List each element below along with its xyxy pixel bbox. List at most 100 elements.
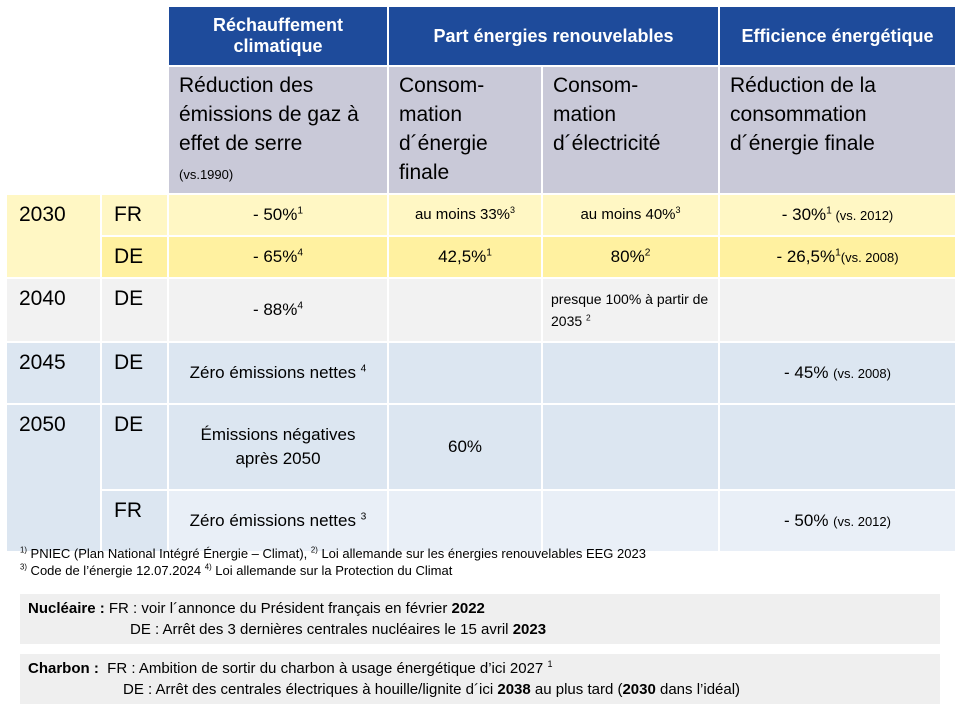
text-run: 4) [204,562,212,572]
text-run: 1 [835,246,841,258]
footnote-line: 1) PNIEC (Plan National Intégré Énergie … [20,545,646,562]
text-run: au plus tard ( [530,681,623,698]
group-header: Part énergies renouvelables [386,5,721,67]
target-cell [387,341,543,405]
policy-box: Nucléaire : FR : voir l´annonce du Prési… [20,594,940,644]
text-run: (vs. 2012) [831,207,894,223]
text-run: Loi allemande sur les énergies renouvela… [317,546,646,561]
text-run: FR : voir l´annonce du Président françai… [104,600,452,617]
target-cell: 42,5%1 [387,235,543,279]
text-run: - 30% [781,204,827,224]
year: 2045 [5,341,102,405]
target-cell [718,277,958,343]
text-run: presque 100% à partir de 2035 [551,291,709,329]
header-row: Réchauffement climatique Part énergies re… [5,5,958,67]
text-run: - 88% [252,300,298,319]
target-cell: - 26,5%1(vs. 2008) [718,235,958,279]
target-cell [540,489,721,553]
text-run: 80% [610,247,645,266]
target-cell: - 65%4 [167,235,389,279]
blank-cell [5,5,169,67]
country: DE [100,235,169,279]
target-cell [387,277,543,343]
text-run: 1 [486,247,492,259]
text-run: 60% [447,437,483,456]
footnote-line: 3) Code de l’énergie 12.07.2024 4) Loi a… [20,562,646,579]
target-cell: - 50%1 [167,193,389,237]
targets-table: Réchauffement climatique Part énergies re… [5,5,958,553]
text-run: Consom- mation d´énergie finale [399,74,488,184]
text-run: 2 [644,247,651,259]
target-cell [718,403,958,491]
footnotes: 1) PNIEC (Plan National Intégré Énergie … [20,545,646,579]
text-run: 42,5% [438,247,487,266]
text-run: 1 [297,205,304,217]
subheader: Réduction des émissions de gaz à effet d… [167,65,389,195]
text-run: Consom- mation d´électricité [553,74,661,155]
policy-line: DE : Arrêt des 3 dernières centrales nuc… [28,619,932,640]
text-run: 1 [547,659,553,669]
policy-label: Charbon : [28,660,99,677]
text-run: au moins 40% [580,206,676,223]
data-row: FR Zéro émissions nettes 3- 50% (vs. 2012… [6,489,958,553]
data-row: 2050 DE Émissions négatives après 2050 60% [5,403,958,553]
country: DE [100,403,169,491]
text-run: Émissions négatives après 2050 [200,425,356,468]
text-run: (vs. 2008) [833,365,891,381]
target-cell: - 88%4 [167,277,389,343]
text-run: 3 [675,205,681,215]
target-cell: Zéro émissions nettes 4 [167,341,389,405]
text-run: 3 [510,205,516,215]
policy-box: Charbon : FR : Ambition de sortir du cha… [20,654,940,704]
text-run: 2038 [497,681,531,698]
target-cell [540,403,721,491]
text-run: 4 [297,300,304,312]
policy-label: Nucléaire : [28,600,105,617]
subheader: Consom- mation d´électricité [540,65,721,195]
year: 2050 [5,403,102,553]
text-run: 2030 [622,681,656,698]
text-run: 2) [310,545,318,555]
policy-line: Charbon : FR : Ambition de sortir du cha… [28,658,932,679]
text-run: 3) [20,562,27,572]
text-run: (vs.1990) [179,167,234,182]
subheader: Consom- mation d´énergie finale [387,65,543,195]
target-cell: Émissions négatives après 2050 [167,403,389,491]
text-run: 2022 [451,600,485,617]
text-run: Code de l’énergie 12.07.2024 [26,563,205,578]
text-run: 2 [586,312,591,323]
text-run: - 26,5% [776,246,836,266]
target-cell: presque 100% à partir de 2035 2 [540,277,721,343]
group-header: Efficience énergétique [718,5,958,67]
text-run: Réduction des émissions de gaz à effet d… [179,74,359,155]
country: DE [100,277,169,343]
text-run: 2023 [512,621,547,638]
target-cell: au moins 40%3 [540,193,721,237]
subheader-row: Réduction des émissions de gaz à effet d… [5,65,958,195]
text-run: 4 [297,247,304,259]
data-row: 2040 DE - 88%4 presque 100% à partir de 203… [5,277,958,343]
text-run: (vs. 2012) [833,513,891,529]
text-run: (vs. 2008) [840,249,899,265]
policy-line: Nucléaire : FR : voir l´annonce du Prési… [28,598,932,619]
blank-cell [5,65,169,195]
text-run: 4 [360,363,367,375]
country: FR [100,489,169,553]
target-cell [540,341,721,405]
country: FR [100,193,169,237]
target-cell [387,489,543,553]
target-cell: au moins 33%3 [387,193,543,237]
text-run: FR : Ambition de sortir du charbon à usa… [98,660,548,677]
year: 2040 [5,277,102,343]
text-run: DE : Arrêt des 3 dernières centrales nuc… [130,621,513,638]
data-row: DE - 65%4 42,5%1 80%2- 26,5%1(vs. 2008) [6,235,958,279]
target-cell: 60% [387,403,543,491]
text-run: Loi allemande sur la Protection du Clima… [211,563,453,578]
target-cell: 80%2 [540,235,721,279]
text-run: 1) [20,545,27,555]
target-cell: - 50% (vs. 2012) [718,489,958,553]
text-run: Zéro émissions nettes [189,511,361,530]
text-run: PNIEC (Plan National Intégré Énergie – C… [26,546,311,561]
country: DE [100,341,169,405]
group-header: Réchauffement climatique [167,5,389,67]
